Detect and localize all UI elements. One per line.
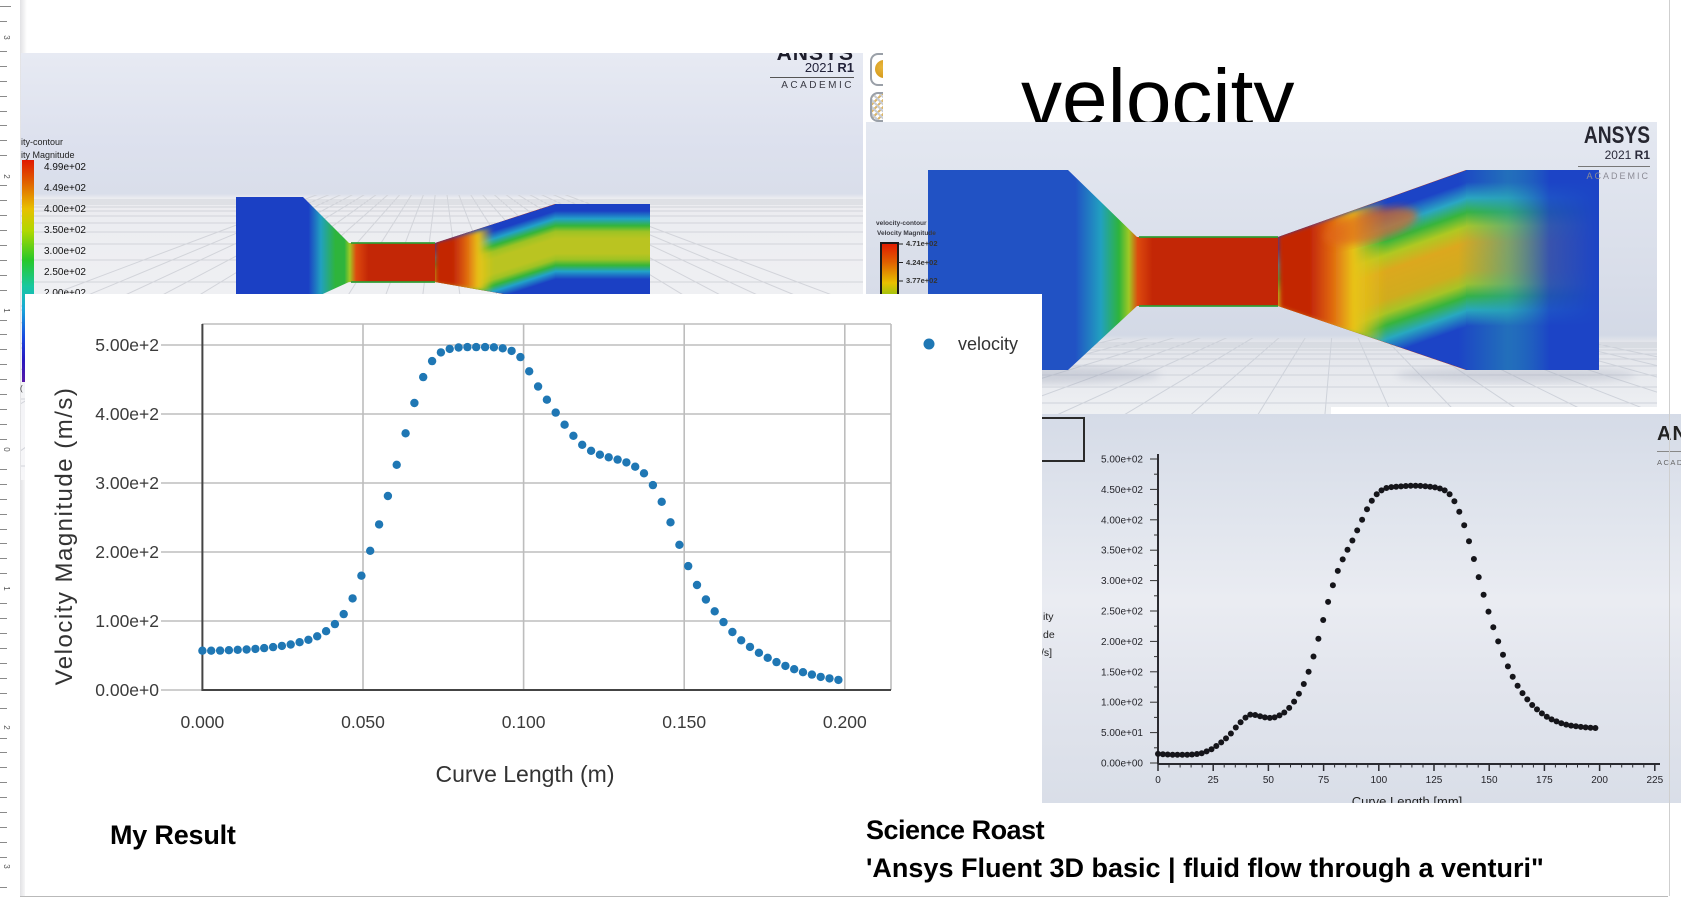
svg-text:1.00e+02: 1.00e+02 <box>1101 698 1143 709</box>
svg-text:ity: ity <box>1043 611 1054 623</box>
svg-text:0.150: 0.150 <box>662 712 706 732</box>
svg-text:150: 150 <box>1481 775 1498 786</box>
svg-text:2.00e+02: 2.00e+02 <box>1101 637 1143 648</box>
svg-text:0.00e+0: 0.00e+0 <box>95 680 159 700</box>
svg-text:Velocity Magnitude (m/s): Velocity Magnitude (m/s) <box>51 387 78 686</box>
svg-text:100: 100 <box>1370 775 1387 786</box>
svg-text:75: 75 <box>1318 775 1330 786</box>
svg-text:225: 225 <box>1646 775 1663 786</box>
svg-text:1.00e+2: 1.00e+2 <box>95 611 159 631</box>
svg-text:velocity: velocity <box>958 334 1018 354</box>
svg-text:4.00e+2: 4.00e+2 <box>95 404 159 424</box>
svg-text:50: 50 <box>1263 775 1275 786</box>
svg-text:0.050: 0.050 <box>341 712 385 732</box>
svg-text:175: 175 <box>1536 775 1553 786</box>
svg-text:/s]: /s] <box>1041 647 1052 659</box>
svg-text:3.00e+02: 3.00e+02 <box>1101 576 1143 587</box>
svg-text:5.00e+02: 5.00e+02 <box>1101 455 1143 466</box>
svg-text:2.50e+02: 2.50e+02 <box>1101 607 1143 618</box>
svg-text:0: 0 <box>1155 775 1161 786</box>
svg-text:0.00e+00: 0.00e+00 <box>1101 759 1143 770</box>
svg-text:Curve Length [mm]: Curve Length [mm] <box>1352 794 1463 803</box>
svg-text:2.00e+2: 2.00e+2 <box>95 542 159 562</box>
svg-text:3.00e+2: 3.00e+2 <box>95 473 159 493</box>
svg-text:3.50e+02: 3.50e+02 <box>1101 546 1143 557</box>
svg-text:0.100: 0.100 <box>502 712 546 732</box>
svg-text:de: de <box>1043 629 1055 641</box>
svg-text:200: 200 <box>1591 775 1608 786</box>
svg-text:0.000: 0.000 <box>181 712 225 732</box>
svg-text:125: 125 <box>1426 775 1443 786</box>
svg-text:5.00e+01: 5.00e+01 <box>1101 728 1143 739</box>
svg-text:Curve Length (m): Curve Length (m) <box>436 761 615 787</box>
svg-text:5.00e+2: 5.00e+2 <box>95 335 159 355</box>
svg-text:4.00e+02: 4.00e+02 <box>1101 515 1143 526</box>
svg-text:1.50e+02: 1.50e+02 <box>1101 667 1143 678</box>
svg-text:25: 25 <box>1208 775 1220 786</box>
svg-text:4.50e+02: 4.50e+02 <box>1101 485 1143 496</box>
svg-text:0.200: 0.200 <box>823 712 867 732</box>
